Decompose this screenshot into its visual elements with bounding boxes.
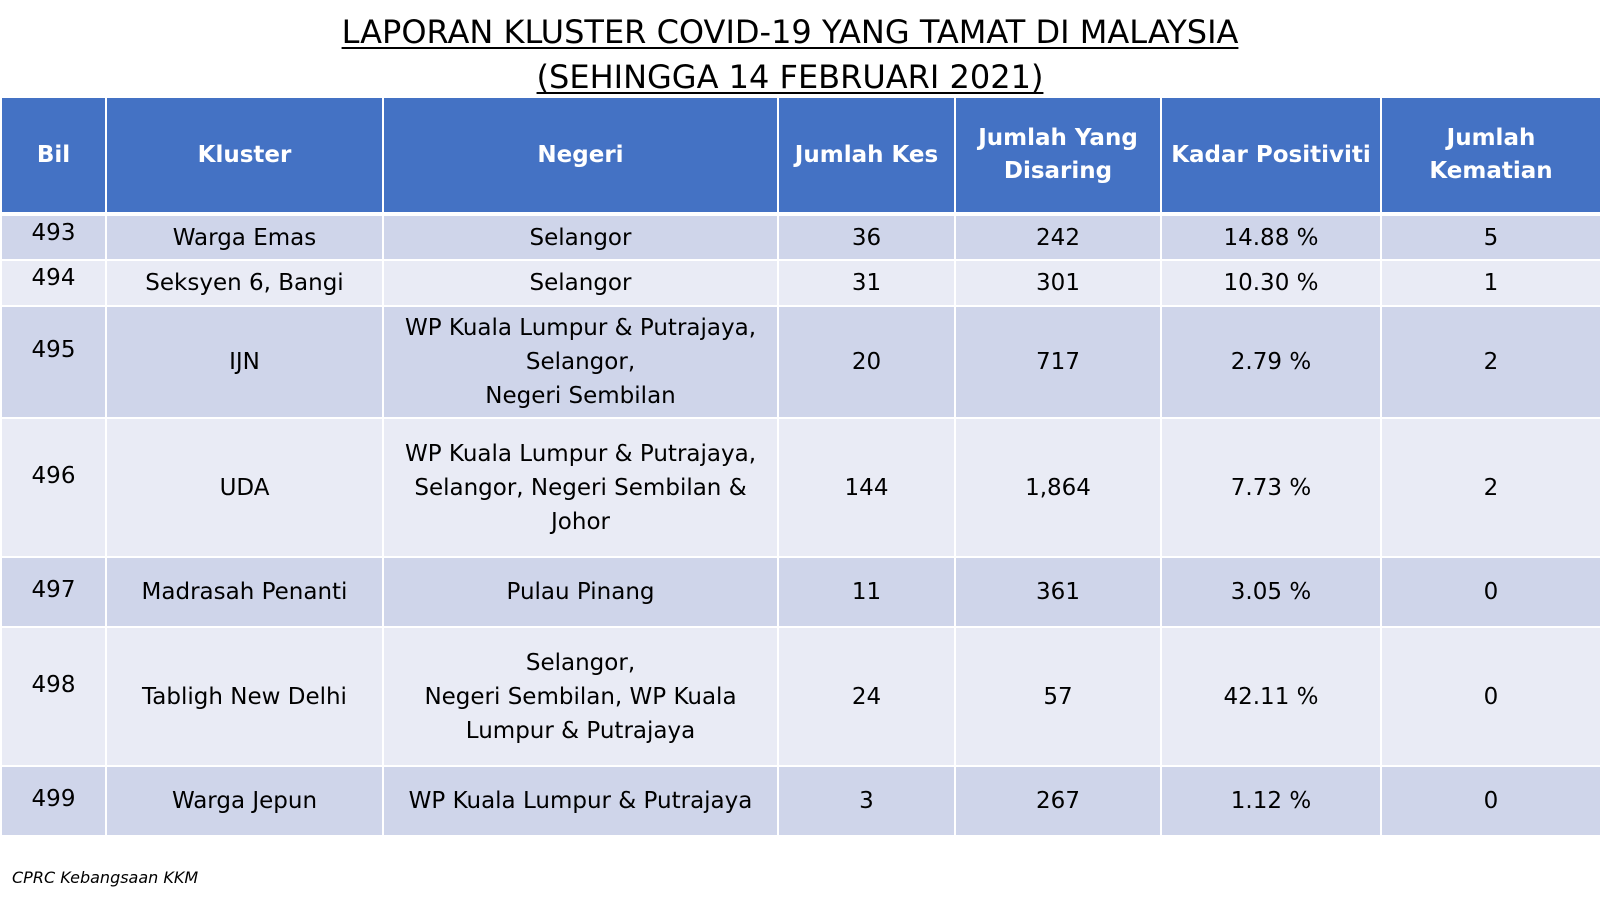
header-bil: Bil: [0, 98, 107, 216]
cell-negeri: Selangor, Negeri Sembilan, WP Kuala Lump…: [382, 626, 779, 767]
cell-jumlah-kes: 36: [777, 213, 956, 261]
cell-jumlah-kematian: 2: [1380, 305, 1600, 419]
cell-kluster: Madrasah Penanti: [105, 556, 384, 628]
cell-kadar-positiviti: 1.12 %: [1160, 765, 1382, 837]
cell-jumlah-disaring: 361: [954, 556, 1162, 628]
table-row: 493 Warga Emas Selangor 36 242 14.88 % 5: [0, 213, 1600, 261]
header-negeri: Negeri: [382, 98, 779, 216]
cell-kadar-positiviti: 7.73 %: [1160, 417, 1382, 558]
cell-bil: 499: [0, 765, 107, 837]
cell-jumlah-disaring: 57: [954, 626, 1162, 767]
cell-negeri: Pulau Pinang: [382, 556, 779, 628]
cell-jumlah-kematian: 0: [1380, 556, 1600, 628]
table-row: 499 Warga Jepun WP Kuala Lumpur & Putraj…: [0, 765, 1600, 837]
cell-jumlah-disaring: 267: [954, 765, 1162, 837]
cell-jumlah-kematian: 1: [1380, 259, 1600, 307]
cell-jumlah-kes: 144: [777, 417, 956, 558]
cell-bil: 495: [0, 305, 107, 419]
cell-kluster: UDA: [105, 417, 384, 558]
cell-jumlah-kematian: 0: [1380, 765, 1600, 837]
cell-bil: 498: [0, 626, 107, 767]
cell-kluster: IJN: [105, 305, 384, 419]
table-row: 495 IJN WP Kuala Lumpur & Putrajaya, Sel…: [0, 305, 1600, 419]
cluster-table: Bil Kluster Negeri Jumlah Kes Jumlah Yan…: [0, 98, 1600, 837]
header-kadar-positiviti: Kadar Positiviti: [1160, 98, 1382, 216]
cell-jumlah-kes: 24: [777, 626, 956, 767]
table-header-row: Bil Kluster Negeri Jumlah Kes Jumlah Yan…: [0, 98, 1600, 216]
cell-kluster: Seksyen 6, Bangi: [105, 259, 384, 307]
cell-jumlah-disaring: 717: [954, 305, 1162, 419]
title-line-2: (SEHINGGA 14 FEBRUARI 2021): [536, 58, 1044, 96]
table-row: 497 Madrasah Penanti Pulau Pinang 11 361…: [0, 556, 1600, 628]
cell-bil: 496: [0, 417, 107, 558]
cell-bil: 497: [0, 556, 107, 628]
cell-jumlah-kes: 3: [777, 765, 956, 837]
table-row: 496 UDA WP Kuala Lumpur & Putrajaya, Sel…: [0, 417, 1600, 558]
cell-kluster: Tabligh New Delhi: [105, 626, 384, 767]
cell-negeri: WP Kuala Lumpur & Putrajaya: [382, 765, 779, 837]
cell-negeri: WP Kuala Lumpur & Putrajaya, Selangor, N…: [382, 417, 779, 558]
cell-jumlah-kes: 20: [777, 305, 956, 419]
source-footnote: CPRC Kebangsaan KKM: [12, 868, 199, 887]
cell-negeri: Selangor: [382, 213, 779, 261]
cell-negeri: Selangor: [382, 259, 779, 307]
table-row: 494 Seksyen 6, Bangi Selangor 31 301 10.…: [0, 259, 1600, 307]
cell-kadar-positiviti: 2.79 %: [1160, 305, 1382, 419]
cell-negeri: WP Kuala Lumpur & Putrajaya, Selangor, N…: [382, 305, 779, 419]
cell-kluster: Warga Jepun: [105, 765, 384, 837]
header-jumlah-kes: Jumlah Kes: [777, 98, 956, 216]
title-line-1: LAPORAN KLUSTER COVID-19 YANG TAMAT DI M…: [341, 13, 1239, 51]
table-row: 498 Tabligh New Delhi Selangor, Negeri S…: [0, 626, 1600, 767]
page-title: LAPORAN KLUSTER COVID-19 YANG TAMAT DI M…: [0, 10, 1580, 100]
cell-jumlah-disaring: 242: [954, 213, 1162, 261]
header-kluster: Kluster: [105, 98, 384, 216]
cell-bil: 494: [0, 259, 107, 307]
cell-bil: 493: [0, 213, 107, 261]
header-jumlah-disaring: Jumlah Yang Disaring: [954, 98, 1162, 216]
cell-jumlah-kematian: 0: [1380, 626, 1600, 767]
cell-kadar-positiviti: 14.88 %: [1160, 213, 1382, 261]
cell-kadar-positiviti: 3.05 %: [1160, 556, 1382, 628]
cell-kluster: Warga Emas: [105, 213, 384, 261]
cell-kadar-positiviti: 10.30 %: [1160, 259, 1382, 307]
cell-kadar-positiviti: 42.11 %: [1160, 626, 1382, 767]
cell-jumlah-disaring: 301: [954, 259, 1162, 307]
header-jumlah-kematian: Jumlah Kematian: [1380, 98, 1600, 216]
cell-jumlah-kematian: 2: [1380, 417, 1600, 558]
cell-jumlah-disaring: 1,864: [954, 417, 1162, 558]
cell-jumlah-kes: 11: [777, 556, 956, 628]
cell-jumlah-kes: 31: [777, 259, 956, 307]
cell-jumlah-kematian: 5: [1380, 213, 1600, 261]
